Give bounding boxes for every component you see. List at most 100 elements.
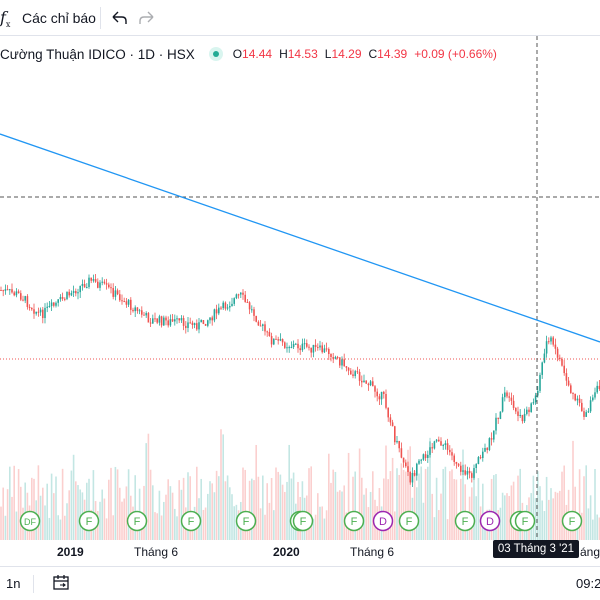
fx-subscript: x — [5, 20, 11, 30]
candle-body — [473, 467, 475, 478]
volume-bar — [13, 465, 15, 540]
financial-event-marker[interactable]: F — [454, 510, 476, 532]
candle-body — [279, 339, 282, 341]
financial-event-marker[interactable]: F — [292, 510, 314, 532]
volume-bar — [592, 519, 594, 540]
event-marker-label: D — [486, 516, 494, 528]
volume-bar — [79, 489, 81, 540]
candle-body — [248, 302, 251, 310]
volume-bar — [372, 471, 374, 540]
undo-arrow-icon[interactable] — [110, 8, 128, 28]
symbol-title[interactable]: Cường Thuận IDICO · 1D · HSX — [0, 46, 195, 62]
price-chart[interactable]: DFFFFFFFFDFFDFFF — [0, 36, 600, 542]
volume-bar — [446, 519, 449, 540]
financial-event-marker[interactable]: F — [561, 510, 583, 532]
candle-body — [44, 307, 46, 319]
financial-event-marker[interactable]: F — [126, 510, 148, 532]
high-key: H — [279, 47, 288, 61]
candle-body — [268, 331, 271, 337]
candle-body — [253, 309, 255, 316]
volume-bar — [262, 475, 264, 540]
calendar-range-icon[interactable] — [52, 574, 70, 592]
candle-body — [72, 291, 75, 293]
volume-bar — [281, 484, 284, 540]
volume-bar — [226, 475, 229, 540]
candle-body — [48, 306, 51, 308]
candle-body — [358, 371, 361, 381]
dividend-event-marker[interactable]: D — [372, 510, 394, 532]
volume-bar — [429, 437, 431, 540]
volume-bar — [475, 496, 477, 540]
candle-body — [323, 348, 326, 353]
financial-event-marker[interactable]: F — [343, 510, 365, 532]
candle-body — [416, 463, 418, 476]
financial-event-marker[interactable]: F — [78, 510, 100, 532]
indicators-button[interactable]: Các chỉ báo — [22, 10, 96, 26]
candle-body — [152, 318, 154, 324]
candle-body — [567, 380, 570, 386]
candle-body — [37, 311, 40, 313]
range-1n-button[interactable]: 1n — [6, 576, 21, 591]
event-markers[interactable]: DFFFFFFFFDFFDFFF — [19, 510, 583, 532]
indicators-fx-icon[interactable]: fx — [0, 7, 16, 29]
volume-bar — [455, 479, 458, 540]
volume-bar — [101, 489, 103, 540]
volume-bar — [506, 493, 508, 540]
candle-body — [400, 448, 403, 458]
candle-body — [504, 392, 506, 398]
candle-body — [574, 393, 576, 401]
financial-event-marker[interactable]: F — [398, 510, 420, 532]
volume-bar — [176, 516, 178, 540]
candle-body — [101, 281, 103, 283]
candle-body — [207, 320, 209, 326]
financial-event-marker[interactable]: F — [235, 510, 257, 532]
candle-body — [198, 322, 200, 330]
candle-body — [512, 400, 515, 408]
candle-body — [475, 464, 477, 468]
volume-bar — [251, 478, 253, 540]
volume-bar — [99, 501, 101, 540]
volume-bar — [143, 485, 145, 540]
candlesticks — [0, 274, 600, 488]
financial-event-marker[interactable]: F — [514, 510, 536, 532]
event-marker-circle — [235, 510, 257, 532]
volume-bar — [53, 493, 55, 540]
candle-body — [539, 374, 541, 391]
volume-bar — [218, 476, 220, 540]
candle-body — [376, 391, 378, 397]
financial-event-marker[interactable]: DF — [19, 510, 41, 532]
candle-body — [457, 463, 460, 466]
volume-bar — [288, 444, 290, 540]
redo-arrow-icon[interactable] — [138, 8, 156, 28]
volume-bar — [512, 481, 515, 540]
candle-body — [578, 398, 581, 403]
candle-body — [110, 287, 112, 289]
trendline[interactable] — [0, 133, 600, 343]
volume-bar — [319, 506, 321, 540]
volume-bar — [248, 480, 251, 540]
financial-event-marker[interactable]: F — [180, 510, 202, 532]
volume-bar — [50, 473, 53, 540]
candle-body — [2, 290, 4, 292]
candle-body — [402, 457, 405, 463]
dividend-event-marker[interactable]: D — [479, 510, 501, 532]
volume-bar — [61, 468, 64, 540]
candle-body — [526, 409, 528, 414]
candle-body — [354, 371, 356, 376]
volume-bar — [204, 507, 207, 540]
candle-body — [42, 309, 44, 319]
candle-body — [374, 386, 376, 392]
candle-body — [484, 447, 486, 452]
volume-bar — [499, 507, 502, 540]
candle-body — [290, 346, 293, 348]
change-value: +0.09 (+0.66%) — [414, 47, 497, 61]
event-marker-circle — [561, 510, 583, 532]
candle-body — [273, 338, 275, 345]
event-marker-circle — [19, 510, 41, 532]
candle-body — [50, 302, 53, 307]
candle-body — [288, 347, 290, 349]
candle-body — [422, 454, 425, 460]
event-marker-circle — [454, 510, 476, 532]
candle-body — [464, 470, 466, 475]
volume-bar — [0, 506, 2, 540]
